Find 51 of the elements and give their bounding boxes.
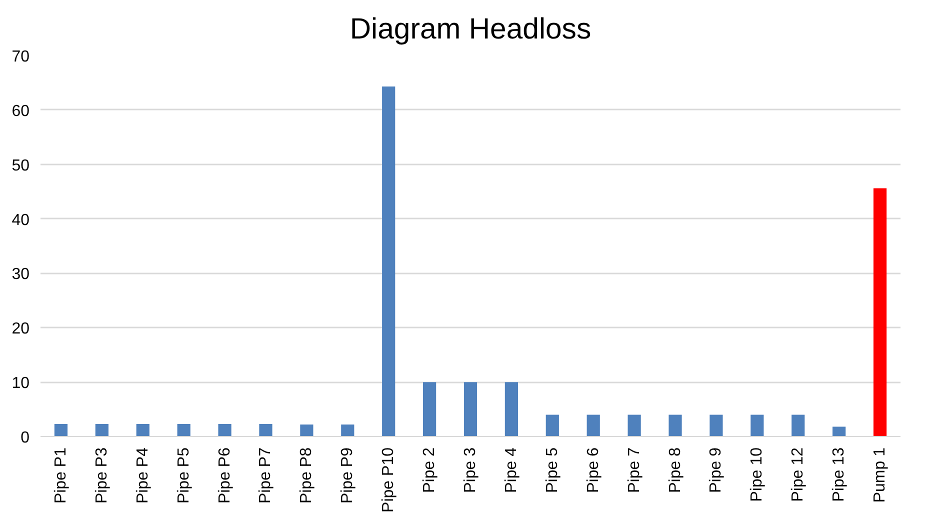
- x-tick-label: Pipe P9: [339, 447, 356, 504]
- x-tick-label: Pipe P10: [380, 447, 398, 512]
- x-tick-label: Pipe 2: [421, 447, 438, 493]
- y-tick-label: 70: [12, 48, 30, 66]
- bar: [422, 382, 436, 436]
- x-tick-label: Pipe 6: [584, 447, 602, 493]
- y-tick-label: 30: [12, 266, 30, 284]
- bar: [546, 414, 559, 436]
- bar: [750, 414, 764, 436]
- bar: [464, 382, 478, 436]
- y-tick-label: 40: [12, 212, 30, 229]
- chart-title: Diagram Headloss: [350, 12, 592, 46]
- bar: [341, 424, 354, 436]
- x-tick-label: Pipe 7: [626, 447, 643, 493]
- x-tick-label: Pipe P5: [175, 447, 192, 504]
- x-tick-label: Pipe 13: [830, 447, 848, 502]
- x-tick-label: Pipe P3: [93, 447, 110, 504]
- bar: [177, 424, 190, 436]
- bar: [136, 424, 150, 436]
- bar: [832, 426, 846, 436]
- bar: [95, 424, 108, 436]
- x-tick-label: Pipe P8: [298, 447, 316, 504]
- x-tick-label: Pipe 10: [748, 447, 766, 502]
- bar: [873, 188, 887, 436]
- x-tick-label: Pipe 3: [462, 447, 479, 493]
- y-tick-label: 50: [12, 157, 30, 174]
- bar: [586, 414, 600, 436]
- x-tick-label: Pipe P4: [134, 447, 152, 504]
- bar: [54, 424, 68, 436]
- bar: [259, 424, 272, 436]
- x-tick-label: Pump 1: [872, 447, 889, 503]
- bar: [218, 424, 232, 436]
- x-tick-label: Pipe P1: [52, 447, 70, 504]
- bar: [628, 414, 641, 436]
- bar: [300, 424, 314, 436]
- y-tick-label: 20: [12, 320, 30, 338]
- y-tick-label: 60: [12, 102, 30, 120]
- bar: [382, 86, 396, 436]
- x-tick-label: Pipe 8: [666, 447, 684, 493]
- bar: [668, 414, 682, 436]
- x-tick-label: Pipe P6: [216, 447, 234, 504]
- y-tick-label: 0: [20, 430, 30, 446]
- x-tick-label: Pipe 12: [790, 447, 807, 502]
- bar: [504, 382, 518, 436]
- x-tick-label: Pipe 5: [544, 447, 561, 493]
- bar: [792, 414, 805, 436]
- x-tick-label: Pipe P7: [257, 447, 274, 504]
- x-tick-label: Pipe 9: [708, 447, 725, 493]
- y-tick-label: 10: [12, 375, 30, 392]
- bar: [710, 414, 723, 436]
- x-tick-label: Pipe 4: [502, 447, 520, 493]
